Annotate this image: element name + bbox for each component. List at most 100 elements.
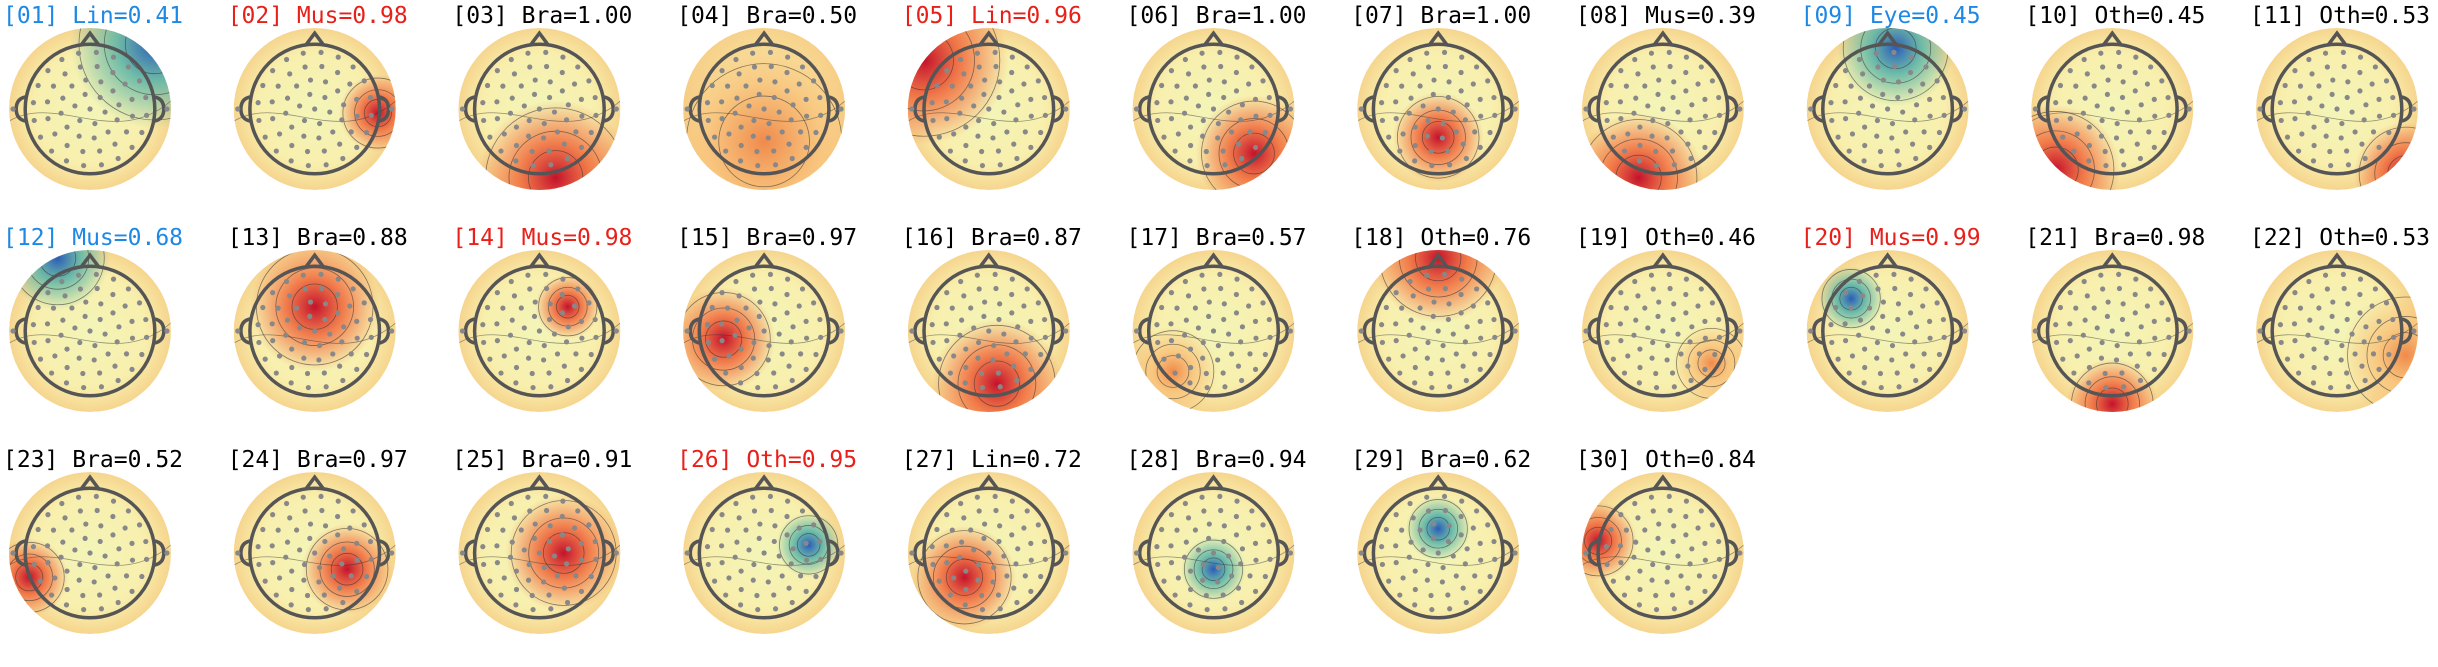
electrode — [771, 370, 777, 376]
electrode — [1665, 564, 1671, 571]
electrode — [551, 331, 558, 337]
electrode — [83, 521, 89, 527]
nose — [978, 474, 1000, 491]
electrode — [1828, 322, 1834, 328]
electrode — [1228, 351, 1235, 357]
electrode — [2104, 91, 2111, 98]
electrode — [69, 527, 75, 533]
electrode — [991, 120, 997, 127]
electrode — [361, 522, 367, 528]
electrode — [738, 364, 744, 371]
electrode — [1907, 291, 1914, 298]
electrode — [1485, 300, 1491, 306]
electrode — [1397, 148, 1403, 154]
electrode — [1631, 554, 1637, 560]
electrode — [554, 573, 561, 579]
electrode — [1678, 573, 1684, 579]
electrode — [1617, 543, 1624, 549]
contour — [2387, 155, 2418, 190]
electrode — [1174, 83, 1180, 89]
electrode — [575, 64, 581, 70]
electrode — [1470, 303, 1476, 309]
electrode — [318, 493, 324, 500]
electrode — [1808, 106, 1814, 112]
electrode — [129, 335, 136, 341]
contour — [124, 28, 171, 75]
electrode — [732, 110, 738, 116]
electrode — [319, 63, 325, 70]
electrode — [1477, 588, 1483, 594]
electrode — [1406, 110, 1412, 116]
electrode — [767, 271, 774, 278]
electrode — [756, 535, 762, 542]
electrode — [1185, 71, 1192, 77]
electrode — [1892, 63, 1898, 70]
electrode — [1168, 321, 1174, 327]
electrode — [1621, 370, 1628, 376]
electrode — [513, 364, 520, 371]
electrode — [2057, 82, 2064, 89]
electrode — [746, 547, 752, 553]
head-outline — [1146, 42, 1281, 176]
electrode — [975, 355, 981, 361]
electrode — [347, 303, 353, 309]
electrode — [322, 94, 328, 101]
electrode — [1225, 331, 1232, 337]
electrode — [318, 49, 324, 56]
electrode — [1159, 82, 1165, 89]
electrode — [114, 117, 120, 123]
electrode — [2297, 305, 2304, 311]
electrode — [327, 109, 333, 115]
electrode — [92, 564, 98, 571]
electrode — [536, 328, 543, 334]
nose — [79, 474, 101, 491]
electrode — [929, 100, 935, 106]
electrode — [115, 377, 121, 384]
electrode — [578, 96, 585, 102]
electrode — [93, 271, 99, 278]
electrode — [979, 148, 985, 155]
nose — [79, 30, 101, 47]
topomap-spot — [683, 28, 846, 190]
electrode — [1688, 155, 1694, 162]
electrode — [751, 286, 758, 292]
electrode — [2359, 141, 2365, 147]
electrode — [909, 106, 915, 112]
electrode — [1846, 370, 1852, 376]
electrode — [995, 370, 1002, 376]
electrode — [52, 131, 58, 137]
electrode — [1678, 129, 1684, 135]
electrode — [1477, 318, 1483, 324]
electrode — [563, 117, 570, 123]
electrode — [143, 538, 149, 545]
electrode — [982, 77, 988, 83]
nose — [1203, 30, 1224, 47]
electrode — [1228, 573, 1235, 579]
electrode — [1183, 539, 1189, 545]
contour — [1415, 250, 1462, 282]
electrode — [1649, 355, 1655, 361]
electrode — [1667, 285, 1673, 292]
electrode — [578, 318, 585, 324]
electrode — [77, 64, 83, 70]
electrode — [1485, 522, 1491, 528]
electrode — [1689, 324, 1695, 330]
electrode — [2376, 366, 2382, 372]
electrode — [1239, 324, 1246, 330]
electrode — [2152, 335, 2158, 341]
electrode — [322, 79, 329, 85]
electrode — [1869, 325, 1876, 331]
electrode — [1168, 68, 1175, 74]
electrode — [1400, 353, 1406, 359]
ear — [1951, 317, 1964, 345]
electrode — [1168, 560, 1175, 566]
electrode — [2053, 100, 2059, 106]
electrode — [354, 318, 360, 324]
electrode — [526, 117, 532, 124]
electrode — [87, 550, 93, 556]
electrode — [2357, 291, 2363, 298]
electrode — [711, 356, 718, 362]
electrode — [776, 331, 782, 337]
electrode — [297, 547, 303, 553]
